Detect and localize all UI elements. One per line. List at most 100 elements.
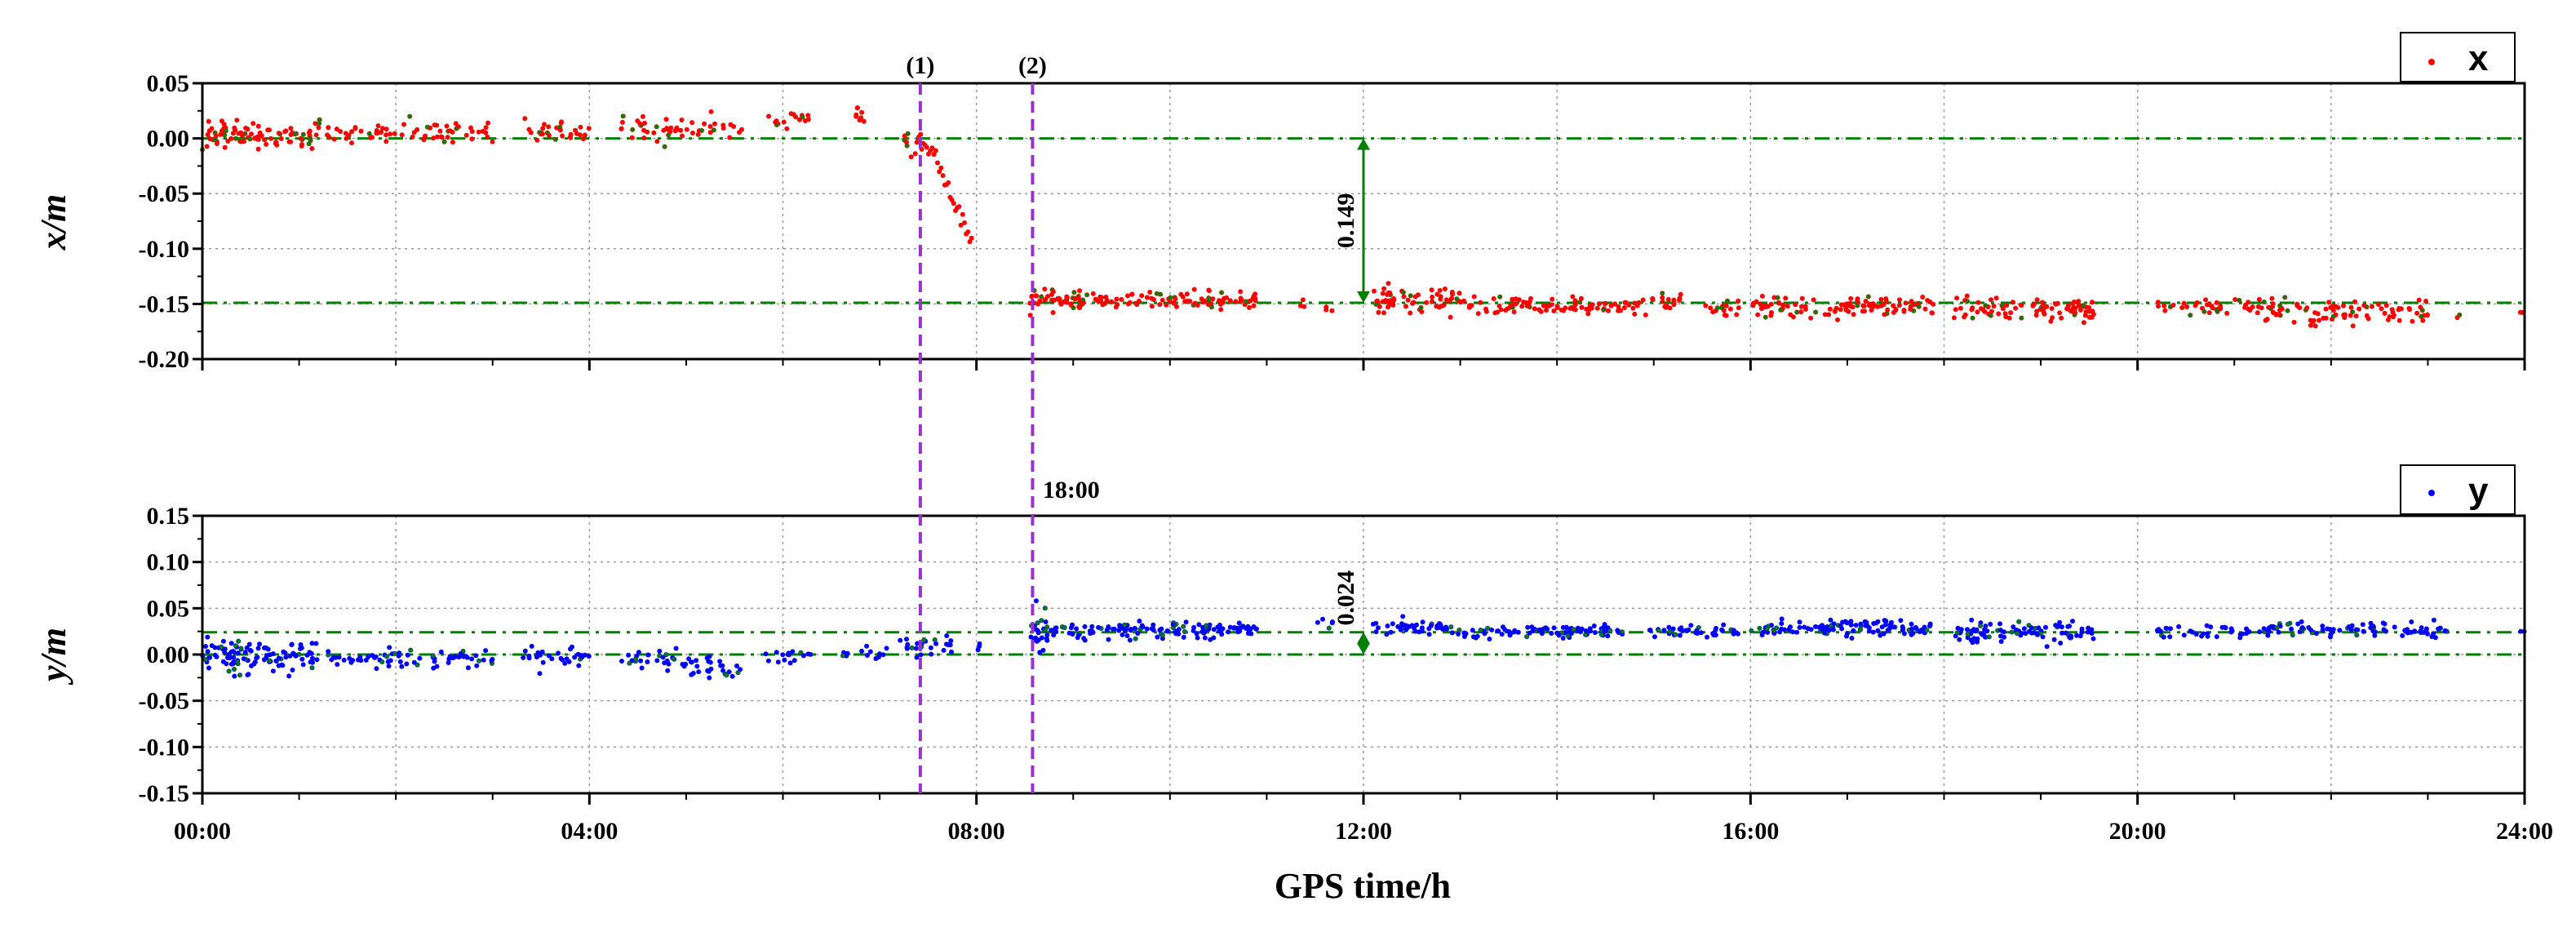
y-point	[718, 663, 724, 668]
y-point	[933, 641, 939, 646]
y-point	[729, 673, 735, 679]
x-point-overlay	[1209, 304, 1214, 309]
x-point	[267, 127, 272, 133]
y-point	[2201, 631, 2206, 637]
x-point	[1606, 308, 1611, 313]
x-point	[1381, 310, 1386, 316]
x-point	[1667, 305, 1673, 311]
y-point	[1873, 620, 1879, 626]
x-point	[1503, 308, 1509, 313]
y-point	[230, 649, 236, 655]
x-ytick-label: 0.05	[147, 70, 190, 97]
x-point	[1437, 287, 1443, 293]
x-point	[2070, 301, 2076, 306]
x-point	[2361, 303, 2367, 308]
x-point	[859, 109, 865, 115]
x-point	[1114, 296, 1120, 302]
x-point	[737, 130, 742, 135]
x-point	[1930, 310, 1935, 316]
y-point	[473, 653, 479, 659]
x-point	[2350, 323, 2356, 329]
x-point	[586, 126, 592, 131]
x-point	[1734, 312, 1740, 317]
x-point-overlay	[1168, 295, 1173, 300]
y-point	[1128, 628, 1133, 633]
y-point	[2370, 624, 2376, 629]
y-point	[1238, 625, 1244, 631]
x-point	[1538, 308, 1544, 314]
x-point	[1650, 295, 1656, 301]
x-point	[2181, 300, 2187, 306]
x-point	[1596, 301, 1602, 307]
x-point	[1251, 303, 1257, 308]
y-point	[405, 652, 410, 658]
x-point	[439, 134, 445, 140]
x-point	[707, 124, 713, 129]
x-point	[577, 132, 583, 138]
y-point	[2204, 623, 2210, 628]
x-point	[1434, 291, 1440, 297]
x-point	[546, 124, 552, 130]
y-point	[1116, 628, 1122, 633]
y-point	[905, 641, 911, 647]
y-point-overlay	[840, 653, 845, 658]
y-point	[1155, 634, 1160, 640]
x-point	[1826, 312, 1832, 317]
x-point	[1144, 295, 1150, 300]
x-point	[1762, 304, 1767, 310]
x-point	[1301, 304, 1307, 309]
x-point-overlay	[654, 124, 659, 129]
x-ramp-point	[962, 220, 967, 225]
y-panel-x-ticks	[201, 793, 2526, 805]
x-axis-title: GPS time/h	[1275, 866, 1451, 906]
y-point	[2295, 621, 2301, 627]
y-point	[2423, 626, 2429, 632]
y-point	[1487, 637, 1492, 641]
x-point	[663, 117, 669, 122]
x-point-overlay	[224, 128, 228, 133]
y-point	[1882, 622, 1888, 628]
x-point	[1173, 296, 1178, 302]
x-point	[1788, 312, 1793, 317]
x-point	[1866, 303, 1872, 308]
y-point	[469, 656, 475, 662]
y-point-overlay	[415, 663, 419, 668]
x-point	[232, 125, 237, 131]
x-point	[1545, 304, 1550, 309]
x-point	[707, 130, 713, 135]
x-point	[773, 119, 778, 125]
x-point	[352, 126, 358, 131]
x-point	[1058, 301, 1064, 307]
x-point	[1589, 305, 1594, 311]
y-point-overlay	[1572, 627, 1576, 632]
y-point	[1390, 621, 1395, 627]
y-point	[2360, 622, 2365, 628]
x-point	[1640, 297, 1646, 303]
x-point	[2279, 306, 2285, 312]
x-point	[2206, 310, 2212, 316]
x-tick-labels: 00:00 04:00 08:00 12:00 16:00 20:00 24:00	[174, 818, 2553, 845]
y-point	[929, 651, 934, 657]
x-point	[242, 139, 246, 144]
y-point	[562, 660, 568, 666]
y-point	[570, 644, 574, 650]
x-point	[1891, 309, 1896, 315]
y-point	[884, 646, 889, 651]
x-point	[2308, 317, 2313, 323]
x-point	[1093, 297, 1099, 303]
x-point-overlay	[2420, 308, 2425, 313]
x-point	[434, 134, 440, 140]
y-point	[2425, 631, 2430, 637]
x-point	[904, 140, 909, 145]
y-point	[1998, 639, 2004, 644]
y-point	[283, 655, 289, 660]
y-point	[207, 655, 212, 660]
x-point-overlay	[1855, 303, 1860, 308]
y-point	[1217, 625, 1223, 631]
y-point	[1831, 621, 1837, 627]
x-point	[2255, 310, 2260, 316]
y-point	[2402, 628, 2408, 633]
x-point	[1909, 299, 1914, 304]
x-point	[2454, 315, 2460, 321]
